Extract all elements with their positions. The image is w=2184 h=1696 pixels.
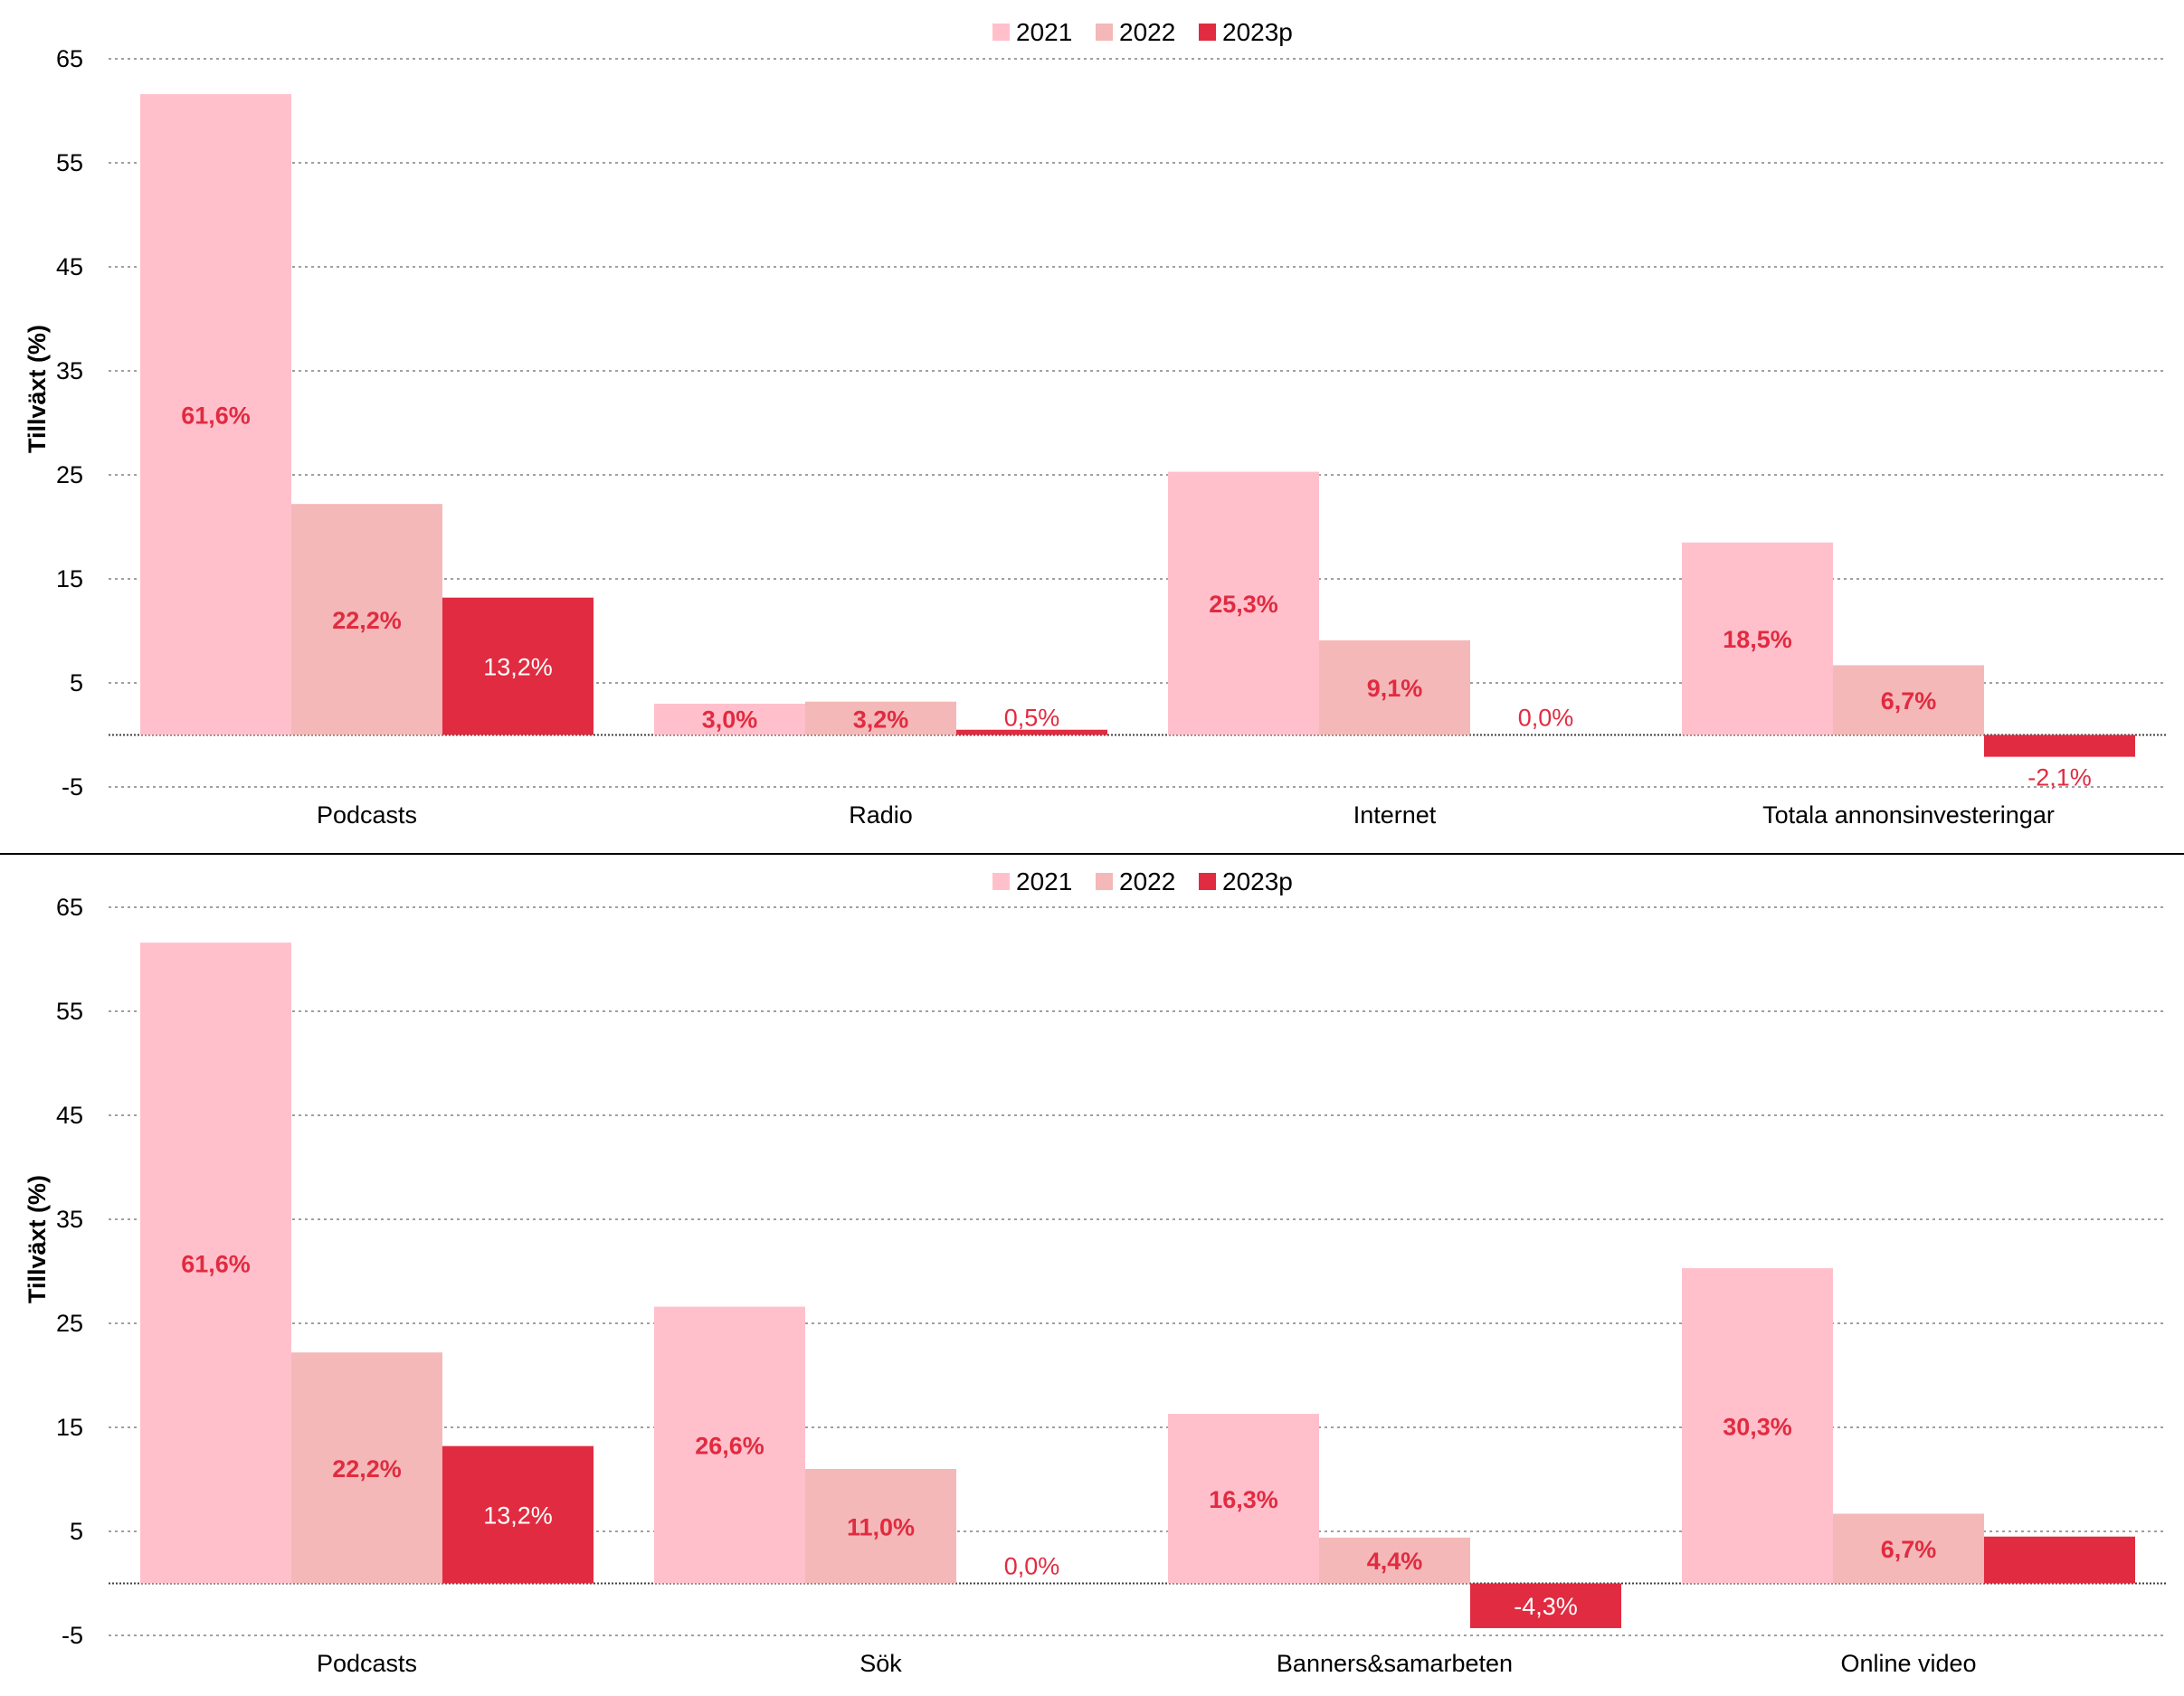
- bar-2021: [1168, 471, 1319, 735]
- data-label-2023p: 0,0%: [1004, 1553, 1060, 1580]
- bar-2022: [1319, 640, 1470, 735]
- legend-label-2023p: 2023p: [1222, 18, 1293, 46]
- category-label: Radio: [849, 801, 913, 829]
- y-tick-label: 35: [56, 357, 83, 384]
- bar-2022: [291, 504, 442, 735]
- y-tick-label: 15: [56, 1414, 83, 1441]
- y-tick-label: 45: [56, 253, 83, 280]
- data-label-2021: 25,3%: [1209, 591, 1278, 618]
- bar-2023p: [956, 729, 1107, 735]
- data-label-2023p: -4,3%: [1514, 1593, 1578, 1620]
- bar-2021: [1168, 1414, 1319, 1584]
- bar-2022: [805, 1469, 956, 1584]
- bar-2021: [140, 943, 291, 1584]
- y-tick-label: 25: [56, 461, 83, 488]
- y-tick-label: 45: [56, 1102, 83, 1129]
- data-label-2023p: 0,5%: [1004, 705, 1060, 732]
- data-label-2022: 22,2%: [332, 607, 402, 634]
- data-label-2021: 61,6%: [181, 1250, 251, 1277]
- legend-swatch-2023p: [1199, 24, 1216, 41]
- y-tick-label: 35: [56, 1206, 83, 1233]
- y-tick-label: 55: [56, 149, 83, 176]
- data-label-2022: 3,2%: [853, 706, 909, 734]
- y-tick-label: 65: [56, 45, 83, 72]
- category-label: Banners&samarbeten: [1277, 1650, 1513, 1677]
- data-label-2021: 18,5%: [1723, 626, 1792, 653]
- bar-2023p: [1984, 1536, 2135, 1584]
- legend-swatch-2022: [1096, 24, 1113, 41]
- y-axis-label: Tillväxt (%): [24, 325, 51, 453]
- legend-label-2023p: 2023p: [1222, 867, 1293, 895]
- category-label: Internet: [1353, 801, 1437, 829]
- bar-2023p: [442, 597, 593, 735]
- data-label-2023p: 4,5%: [2032, 1553, 2088, 1580]
- data-label-2021: 3,0%: [702, 706, 758, 734]
- category-label: Podcasts: [317, 801, 417, 829]
- chart-1: -5 5 15 25 35 45 55 65 Tillväxt (%) 2021 2022 2023p…: [24, 18, 2167, 829]
- bar-2022: [1833, 1513, 1984, 1584]
- data-label-2022: 11,0%: [847, 1513, 915, 1540]
- y-tick-label: -5: [62, 1622, 83, 1649]
- data-label-2023p: 0,0%: [1518, 705, 1574, 732]
- legend-swatch-2021: [992, 873, 1010, 890]
- category-label: Sök: [859, 1650, 902, 1677]
- y-tick-label: 65: [56, 894, 83, 921]
- chart-2: -5 5 15 25 35 45 55 65 Tillväxt (%) 2021 2022 2023p…: [24, 867, 2167, 1677]
- data-label-2021: 61,6%: [181, 402, 251, 429]
- bar-2021: [654, 704, 805, 735]
- bar-2021: [140, 94, 291, 735]
- bar-2021: [1682, 1268, 1833, 1584]
- y-tick-label: 15: [56, 565, 83, 592]
- data-label-2023p: 13,2%: [483, 1502, 553, 1530]
- bar-2021: [1682, 542, 1833, 735]
- data-label-2022: 9,1%: [1367, 675, 1423, 702]
- bar-2022: [1319, 1537, 1470, 1584]
- data-label-2021: 26,6%: [695, 1433, 764, 1460]
- legend-swatch-2023p: [1199, 873, 1216, 890]
- bar-2021: [654, 1306, 805, 1584]
- y-tick-label: 55: [56, 998, 83, 1025]
- legend-swatch-2022: [1096, 873, 1113, 890]
- data-label-2022: 6,7%: [1881, 1536, 1937, 1563]
- bar-2022: [291, 1352, 442, 1584]
- legend-label-2021: 2021: [1016, 867, 1072, 895]
- y-axis-label: Tillväxt (%): [24, 1175, 51, 1303]
- category-label: Totala annonsinvesteringar: [1762, 801, 2055, 829]
- y-tick-label: 5: [70, 1518, 83, 1545]
- legend-swatch-2021: [992, 24, 1010, 41]
- bar-2023p: [1470, 1583, 1621, 1628]
- legend-label-2022: 2022: [1119, 18, 1175, 46]
- y-tick-label: -5: [62, 773, 83, 801]
- data-label-2023p: 13,2%: [483, 654, 553, 681]
- bar-2022: [1833, 665, 1984, 735]
- data-label-2021: 16,3%: [1209, 1486, 1278, 1513]
- data-label-2023p: -2,1%: [2027, 764, 2092, 791]
- bar-2023p: [442, 1445, 593, 1584]
- data-label-2022: 6,7%: [1881, 687, 1937, 715]
- data-label-2022: 22,2%: [332, 1455, 402, 1483]
- y-tick-label: 5: [70, 669, 83, 696]
- y-tick-label: 25: [56, 1310, 83, 1337]
- data-label-2021: 30,3%: [1723, 1413, 1792, 1440]
- legend-label-2022: 2022: [1119, 867, 1175, 895]
- legend-label-2021: 2021: [1016, 18, 1072, 46]
- category-label: Podcasts: [317, 1650, 417, 1677]
- data-label-2022: 4,4%: [1367, 1548, 1423, 1575]
- bar-2022: [805, 701, 956, 735]
- category-label: Online video: [1840, 1650, 1976, 1677]
- bar-2023p: [1984, 734, 2135, 757]
